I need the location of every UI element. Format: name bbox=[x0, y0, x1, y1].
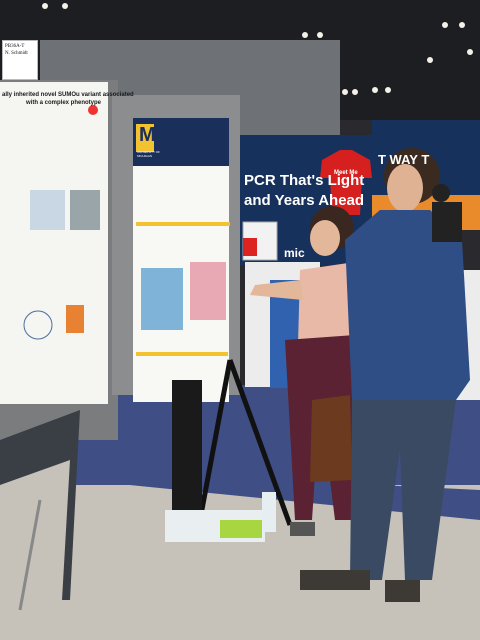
water-bottle bbox=[262, 492, 276, 532]
heatmap-blue bbox=[141, 268, 183, 330]
shirt-text: Meet Me bbox=[334, 170, 358, 176]
woman-presenter bbox=[250, 206, 360, 536]
poster-tube bbox=[172, 380, 202, 520]
left-poster-subtitle: with a complex phenotype bbox=[26, 100, 102, 106]
left-poster bbox=[0, 82, 108, 404]
heatmap-red bbox=[190, 262, 226, 320]
chair-leg bbox=[18, 499, 42, 611]
board-sign-line2: N. Schmidt bbox=[5, 51, 28, 56]
board-sign-line1: PB36A-T bbox=[5, 44, 25, 49]
left-poster-photo bbox=[70, 190, 100, 230]
background-person bbox=[432, 184, 462, 242]
banner-line1: PCR That's Light bbox=[244, 172, 365, 189]
left-poster-no-sign bbox=[88, 105, 98, 115]
chair bbox=[0, 410, 80, 600]
umich-line2: MICHIGAN bbox=[137, 154, 152, 158]
center-poster-maize-bar-2 bbox=[136, 352, 228, 356]
green-item bbox=[220, 520, 262, 538]
board-sign: PB36A-T N. Schmidt bbox=[2, 40, 38, 80]
man-listener bbox=[300, 148, 470, 602]
red-shirt bbox=[320, 150, 372, 215]
left-poster-orange-box bbox=[66, 305, 84, 333]
center-poster-maize-bar bbox=[136, 222, 230, 226]
red-bag-logo bbox=[243, 238, 257, 256]
right-banner-text: T WAY T bbox=[378, 152, 430, 167]
easel bbox=[197, 359, 293, 526]
umich-line1: UNIVERSITY OF bbox=[137, 150, 160, 154]
banner-line2: and Years Ahead bbox=[244, 192, 365, 209]
brown-handbag bbox=[310, 395, 352, 482]
left-poster-title: ally inherited novel SUMOu variant assoc… bbox=[2, 92, 134, 98]
umich-logo-block bbox=[136, 124, 154, 152]
left-poster-figure bbox=[30, 190, 65, 230]
umich-logo: M bbox=[139, 124, 156, 146]
left-poster-diagram bbox=[23, 310, 53, 340]
banner-partial: mic bbox=[284, 246, 305, 260]
